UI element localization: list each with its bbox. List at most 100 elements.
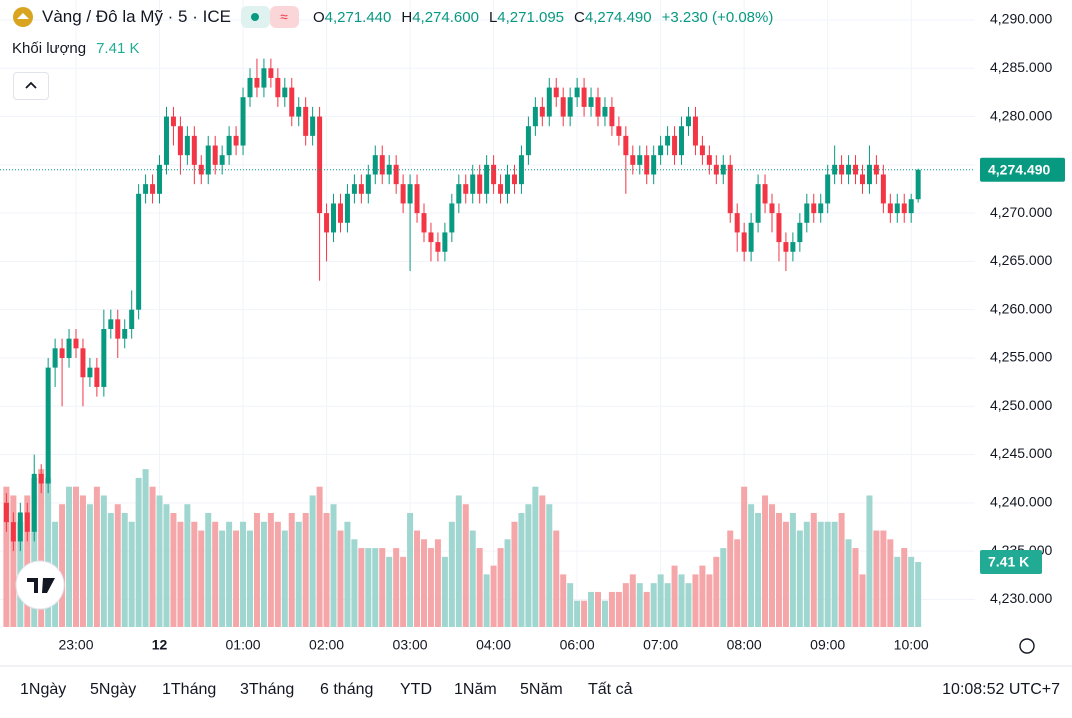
candle-body (755, 184, 761, 223)
volume-bar (497, 548, 504, 627)
volume-bar (734, 539, 741, 627)
candle-body (567, 97, 573, 117)
volume-bar (574, 600, 581, 627)
candle-body (101, 328, 107, 387)
volume-bar (295, 521, 302, 627)
candle-body (157, 164, 163, 194)
candle-body (73, 338, 79, 349)
ohlc-key: O (312, 8, 325, 26)
range-button[interactable]: 1Năm (454, 681, 497, 698)
volume-bar (358, 548, 365, 627)
candle-body (470, 174, 476, 194)
range-button[interactable]: Tất cả (588, 681, 633, 698)
candle-body (184, 135, 190, 156)
candle-body (846, 164, 852, 175)
volume-bar (421, 539, 427, 627)
candle-body (449, 203, 455, 233)
volume-bar (685, 583, 692, 627)
x-tick-label: 10:00 (894, 637, 929, 653)
volume-bar (671, 565, 678, 627)
collapse-button[interactable] (13, 72, 49, 100)
volume-bar (302, 513, 309, 627)
volume-bar (170, 513, 177, 627)
volume-bar (782, 521, 789, 627)
candle-body (839, 164, 845, 175)
volume-bar (448, 521, 455, 627)
ohlc-value: 4,274.490 (584, 8, 652, 26)
range-button[interactable]: 1Tháng (162, 681, 217, 698)
volume-bar (260, 521, 267, 627)
volume-bar (386, 556, 393, 627)
candle-body (484, 164, 490, 194)
volume-bar (212, 521, 219, 627)
volume-bar (198, 530, 205, 627)
volume-bar (79, 495, 86, 627)
volume-bar (880, 530, 887, 627)
candle-body (129, 309, 135, 329)
settings-icon[interactable] (1019, 638, 1035, 654)
candle-body (407, 184, 413, 204)
volume-bar (678, 574, 685, 627)
ohlc-value: 4,274.600 (412, 8, 479, 26)
candle-body (261, 68, 267, 88)
y-tick-label: 4,250.000 (990, 397, 1052, 413)
candle-body (52, 348, 58, 368)
volume-bar (59, 504, 66, 627)
volume-bar (567, 583, 574, 627)
volume-bar (135, 477, 142, 627)
range-button[interactable]: 5Ngày (90, 681, 137, 698)
candle-body (317, 116, 323, 214)
range-button[interactable]: 5Năm (520, 681, 563, 698)
range-button[interactable]: 3Tháng (240, 681, 295, 698)
volume-bar (762, 495, 769, 627)
candle-body (289, 87, 295, 117)
volume-bar (309, 495, 316, 627)
candle-body (310, 116, 316, 136)
candle-body (247, 77, 253, 98)
candle-body (45, 367, 51, 484)
volume-bar (588, 591, 595, 627)
candle-body (393, 164, 399, 185)
volume-bar (560, 574, 567, 627)
x-tick-label: 23:00 (58, 637, 93, 653)
candle-body (665, 135, 671, 146)
volume-bar (45, 477, 52, 627)
candle-body (108, 319, 114, 329)
volume-bar (852, 548, 859, 627)
candle-body (505, 174, 511, 194)
volume-bar (191, 521, 198, 627)
candle-body (880, 174, 886, 204)
candle-body (616, 126, 622, 136)
candle-body (908, 199, 914, 214)
volume-bar (615, 591, 622, 627)
range-button[interactable]: YTD (400, 681, 432, 698)
volume-bar (205, 513, 212, 627)
ohlc-values: O4,271.440 H4,274.600 L4,271.095 C4,274.490 (313, 9, 662, 26)
volume-bar (706, 574, 713, 627)
volume-bar (288, 513, 295, 627)
range-button[interactable]: 6 tháng (320, 681, 374, 698)
candle-body (337, 203, 343, 223)
volume-bar (344, 521, 351, 627)
range-button[interactable]: 1Ngày (20, 681, 67, 698)
volume-bar (337, 530, 344, 627)
y-tick-label: 4,240.000 (990, 494, 1052, 510)
candle-body (358, 184, 364, 194)
volume-bar (636, 583, 643, 627)
volume-bar (504, 539, 511, 627)
candle-body (915, 169, 921, 200)
volume-bar (692, 574, 699, 627)
symbol-icon (13, 7, 33, 27)
candle-body (804, 203, 810, 223)
volume-bar (455, 495, 462, 627)
candle-body (525, 126, 531, 156)
volume-legend: Khối lượng 7.41 K (12, 40, 139, 57)
candle-body (783, 242, 789, 252)
candle-body (811, 203, 817, 214)
x-tick-label: 09:00 (810, 637, 845, 653)
candle-body (498, 184, 504, 194)
candle-body (115, 319, 121, 339)
x-tick-label: 08:00 (727, 637, 762, 653)
ohlc-key: C (574, 8, 585, 26)
candle-body (351, 184, 357, 194)
